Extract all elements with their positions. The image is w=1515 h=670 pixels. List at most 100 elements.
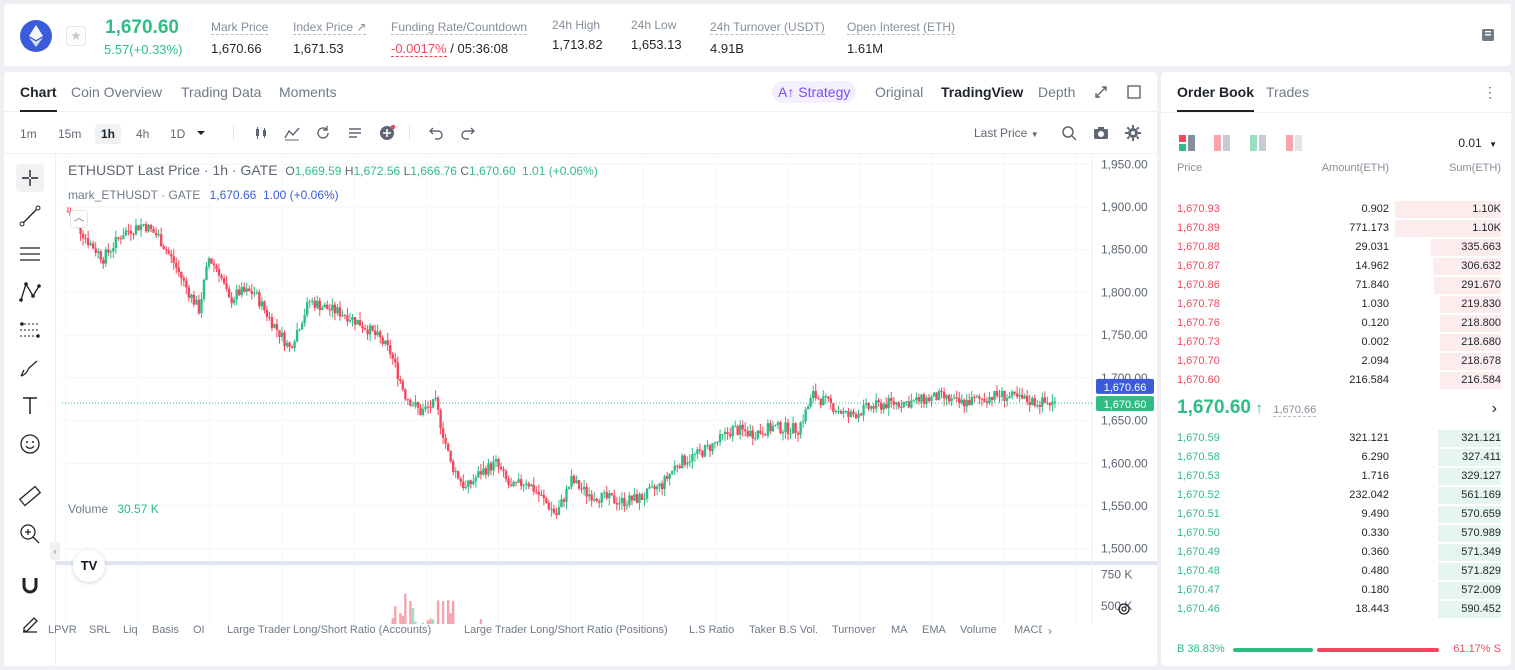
horizontal-lines-icon[interactable] — [16, 240, 44, 268]
bid-row[interactable]: 1,670.49 0.360 571.349 — [1161, 543, 1511, 562]
collapse-legend-button[interactable]: ︿ — [70, 210, 88, 228]
zoom-in-icon[interactable] — [16, 520, 44, 548]
chevron-down-icon[interactable] — [196, 128, 206, 138]
bid-row[interactable]: 1,670.59 321.121 321.121 — [1161, 429, 1511, 448]
bid-row[interactable]: 1,670.48 0.480 571.829 — [1161, 562, 1511, 581]
settings-gear-icon[interactable] — [1125, 125, 1141, 141]
stat-label[interactable]: Index Price ↗ — [293, 20, 367, 35]
refresh-icon[interactable] — [315, 125, 331, 141]
ask-row[interactable]: 1,670.88 29.031 335.663 — [1161, 238, 1511, 257]
indicators-icon[interactable] — [284, 125, 300, 141]
chevron-right-icon[interactable]: › — [1491, 400, 1497, 417]
undo-icon[interactable] — [428, 125, 444, 141]
camera-icon[interactable] — [1093, 125, 1109, 141]
bid-row[interactable]: 1,670.53 1.716 329.127 — [1161, 467, 1511, 486]
view-depth[interactable]: Depth — [1038, 84, 1076, 100]
ask-row[interactable]: 1,670.86 71.840 291.670 — [1161, 276, 1511, 295]
indicator-item[interactable]: Liq — [123, 624, 138, 636]
view-tradingview[interactable]: TradingView — [941, 84, 1024, 100]
redo-icon[interactable] — [460, 125, 476, 141]
candle-type-icon[interactable] — [253, 125, 269, 141]
timeframe-1h[interactable]: 1h — [95, 124, 122, 144]
candle-body — [1015, 393, 1019, 397]
magnet-icon[interactable] — [16, 570, 44, 598]
chart-settings-icon[interactable] — [1117, 602, 1131, 616]
indicator-item[interactable]: Basis — [152, 624, 179, 636]
ruler-icon[interactable] — [16, 482, 44, 510]
indicator-item[interactable]: EMA — [922, 624, 946, 636]
tab-order-book[interactable]: Order Book — [1177, 84, 1255, 112]
crosshair-icon[interactable] — [16, 164, 44, 192]
bid-row[interactable]: 1,670.58 6.290 327.411 — [1161, 448, 1511, 467]
timeframe-1d[interactable]: 1D — [170, 127, 186, 141]
book-asks-icon[interactable] — [1214, 135, 1230, 151]
book-ratio-icon[interactable] — [1286, 135, 1302, 151]
favorite-star-icon[interactable]: ★ — [66, 26, 86, 46]
bid-row[interactable]: 1,670.47 0.180 572.009 — [1161, 581, 1511, 600]
bid-row[interactable]: 1,670.46 18.443 590.452 — [1161, 600, 1511, 619]
ask-row[interactable]: 1,670.93 0.902 1.10K — [1161, 200, 1511, 219]
candle-body — [436, 397, 440, 411]
tab-chart[interactable]: Chart — [20, 84, 57, 112]
ask-row[interactable]: 1,670.60 216.584 216.584 — [1161, 371, 1511, 390]
expand-left-handle[interactable]: ‹ — [50, 542, 60, 560]
ask-row[interactable]: 1,670.89 771.173 1.10K — [1161, 219, 1511, 238]
ask-row[interactable]: 1,670.70 2.094 218.678 — [1161, 352, 1511, 371]
tab-trades[interactable]: Trades — [1266, 84, 1310, 100]
precision-select[interactable]: 0.01 ▼ — [1458, 136, 1497, 150]
timeframe-4h[interactable]: 4h — [136, 127, 150, 141]
bid-row[interactable]: 1,670.51 9.490 570.659 — [1161, 505, 1511, 524]
ask-row[interactable]: 1,670.73 0.002 218.680 — [1161, 333, 1511, 352]
book-both-icon[interactable] — [1179, 135, 1195, 151]
indicator-item[interactable]: MACD — [1014, 624, 1042, 636]
indicator-item[interactable]: OI — [193, 624, 205, 636]
indicator-item[interactable]: Turnover — [832, 624, 876, 636]
brush-icon[interactable] — [16, 354, 44, 382]
ask-row[interactable]: 1,670.87 14.962 306.632 — [1161, 257, 1511, 276]
bid-row[interactable]: 1,670.50 0.330 570.989 — [1161, 524, 1511, 543]
indicator-item[interactable]: L.S Ratio — [689, 624, 735, 636]
search-icon[interactable] — [1061, 125, 1077, 141]
chevron-right-icon[interactable]: › — [1048, 624, 1052, 638]
tab-trading-data[interactable]: Trading Data — [181, 84, 262, 100]
expand-icon[interactable] — [1093, 84, 1109, 100]
text-tool-icon[interactable] — [16, 392, 44, 420]
view-original[interactable]: Original — [875, 84, 924, 100]
stat-label[interactable]: 24h Turnover (USDT) — [710, 20, 825, 35]
indicator-item[interactable]: Taker B.S Vol. — [749, 624, 819, 636]
price-chart[interactable]: 1,950.00 1,900.00 1,850.00 1,800.00 1,750.00… — [56, 154, 1157, 624]
tab-coin-overview[interactable]: Coin Overview — [71, 84, 163, 100]
bid-row[interactable]: 1,670.52 232.042 561.169 — [1161, 486, 1511, 505]
stat-label[interactable]: Open Interest (ETH) — [847, 20, 956, 35]
indicator-item[interactable]: Volume — [960, 624, 997, 636]
strategy-button[interactable]: A↑ Strategy — [772, 81, 857, 103]
lock-pencil-icon[interactable] — [16, 608, 44, 636]
indicator-item[interactable]: Large Trader Long/Short Ratio (Positions… — [464, 624, 668, 636]
indicator-item[interactable]: MA — [891, 624, 908, 636]
tab-moments[interactable]: Moments — [279, 84, 337, 100]
templates-icon[interactable] — [347, 125, 363, 141]
indicator-item[interactable]: LPVR — [48, 624, 77, 636]
timeframe-15m[interactable]: 15m — [58, 127, 82, 141]
candle-body — [688, 461, 692, 463]
stat-label[interactable]: Funding Rate/Countdown — [391, 20, 528, 35]
indicator-item[interactable]: Large Trader Long/Short Ratio (Accounts) — [227, 624, 432, 636]
order-amount: 1.030 — [1361, 298, 1389, 310]
candle-body — [741, 424, 744, 430]
candle-body — [434, 397, 437, 400]
add-indicator-icon[interactable] — [379, 125, 395, 141]
window-icon[interactable] — [1126, 84, 1142, 100]
price-type-select[interactable]: Last Price ▼ — [974, 126, 1039, 140]
ask-row[interactable]: 1,670.78 1.030 219.830 — [1161, 295, 1511, 314]
trend-line-icon[interactable] — [16, 202, 44, 230]
ask-row[interactable]: 1,670.76 0.120 218.800 — [1161, 314, 1511, 333]
book-bids-icon[interactable] — [1250, 135, 1266, 151]
more-menu-icon[interactable]: ⋮ — [1483, 84, 1497, 100]
stat-label[interactable]: Mark Price — [211, 20, 269, 35]
emoji-icon[interactable] — [16, 430, 44, 458]
pattern-icon[interactable] — [16, 278, 44, 306]
timeframe-1m[interactable]: 1m — [20, 127, 37, 141]
indicator-item[interactable]: SRL — [89, 624, 111, 636]
fib-retracement-icon[interactable] — [16, 316, 44, 344]
notes-icon[interactable] — [1481, 28, 1495, 42]
